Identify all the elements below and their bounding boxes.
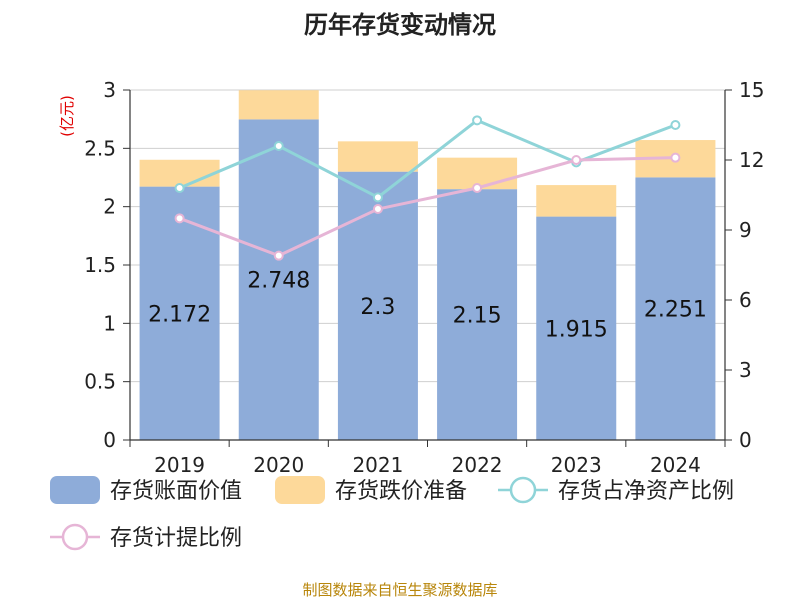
bar-book-value xyxy=(536,216,617,440)
point-provision-ratio xyxy=(571,155,582,165)
right-tick-label: 0 xyxy=(739,428,752,452)
left-tick-label: 2.5 xyxy=(84,136,116,160)
point-provision-ratio xyxy=(174,213,185,224)
legend-impairment: 存货跌价准备 xyxy=(275,476,467,504)
bars xyxy=(139,90,716,441)
left-tick-label: 0 xyxy=(103,428,116,452)
legend-marker xyxy=(509,476,537,504)
chart-title: 历年存货变动情况 xyxy=(304,11,496,39)
legend-label: 存货跌价准备 xyxy=(335,479,467,504)
bar-book-value xyxy=(437,189,518,440)
point-inventory-to-net-assets xyxy=(372,192,383,203)
point-provision-ratio xyxy=(670,152,681,163)
legend-swatch xyxy=(50,476,100,504)
point-inventory-to-net-assets xyxy=(472,115,483,126)
point-provision-ratio xyxy=(472,183,483,193)
bar-value-label: 2.251 xyxy=(644,298,707,323)
point-inventory-to-net-assets xyxy=(670,120,681,130)
x-tick-label: 2022 xyxy=(452,453,503,477)
legend-provision-ratio: 存货计提比例 xyxy=(50,523,242,551)
x-tick-label: 2020 xyxy=(253,453,304,477)
right-tick-label: 9 xyxy=(739,218,752,242)
bar-value-label: 2.3 xyxy=(360,295,395,320)
data-labels: 2.172 2.748 2.3 2.15 1.915 2.251 xyxy=(148,269,707,343)
line-inventory-to-net-assets xyxy=(178,118,676,200)
left-axis-unit: (亿元) xyxy=(58,95,76,137)
bar-value-label: 2.172 xyxy=(148,302,211,327)
bar-impairment xyxy=(139,159,220,187)
line-provision-ratio xyxy=(179,156,676,258)
legend-label: 存货计提比例 xyxy=(110,526,242,551)
bar-book-value xyxy=(238,119,319,441)
right-tick-label: 15 xyxy=(739,78,764,102)
legend-book-value: 存货账面价值 xyxy=(50,476,242,504)
bar-book-value xyxy=(635,177,716,440)
right-tick-label: 6 xyxy=(739,288,752,312)
bar-value-label: 1.915 xyxy=(545,317,608,342)
bar-value-label: 2.748 xyxy=(247,269,310,294)
bar-impairment xyxy=(337,141,418,172)
bar-book-value xyxy=(337,171,418,440)
point-inventory-to-net-assets xyxy=(273,141,284,151)
legend-inventory-to-net-assets: 存货占净资产比例 xyxy=(498,476,734,504)
legend-swatch xyxy=(275,476,325,504)
left-tick-label: 2 xyxy=(103,195,116,219)
left-tick-label: 1 xyxy=(103,311,116,335)
legend-label: 存货账面价值 xyxy=(110,479,242,504)
left-tick-label: 3 xyxy=(103,78,116,102)
x-tick-label: 2023 xyxy=(551,453,602,477)
bar-value-label: 2.15 xyxy=(453,304,502,329)
right-tick-label: 12 xyxy=(739,148,764,172)
grid xyxy=(130,89,725,441)
bar-impairment xyxy=(238,90,319,120)
legend-label: 存货占净资产比例 xyxy=(558,479,734,504)
legend-marker xyxy=(61,523,89,551)
x-tick-label: 2019 xyxy=(154,453,205,477)
left-tick-label: 0.5 xyxy=(84,370,116,394)
x-tick-label: 2024 xyxy=(650,453,701,477)
right-tick-label: 3 xyxy=(739,358,752,382)
point-provision-ratio xyxy=(372,204,383,214)
point-inventory-to-net-assets xyxy=(174,183,185,193)
lines xyxy=(174,115,681,261)
x-tick-label: 2021 xyxy=(352,453,403,477)
left-tick-label: 1.5 xyxy=(84,253,116,277)
source-text: 制图数据来自恒生聚源数据库 xyxy=(302,581,497,599)
bar-impairment xyxy=(536,185,617,217)
axes: 0 0.5 1 1.5 2 2.5 3 0 3 6 9 12 15 2019 2020 2021 2022 202… xyxy=(84,78,764,477)
point-provision-ratio xyxy=(273,250,284,261)
